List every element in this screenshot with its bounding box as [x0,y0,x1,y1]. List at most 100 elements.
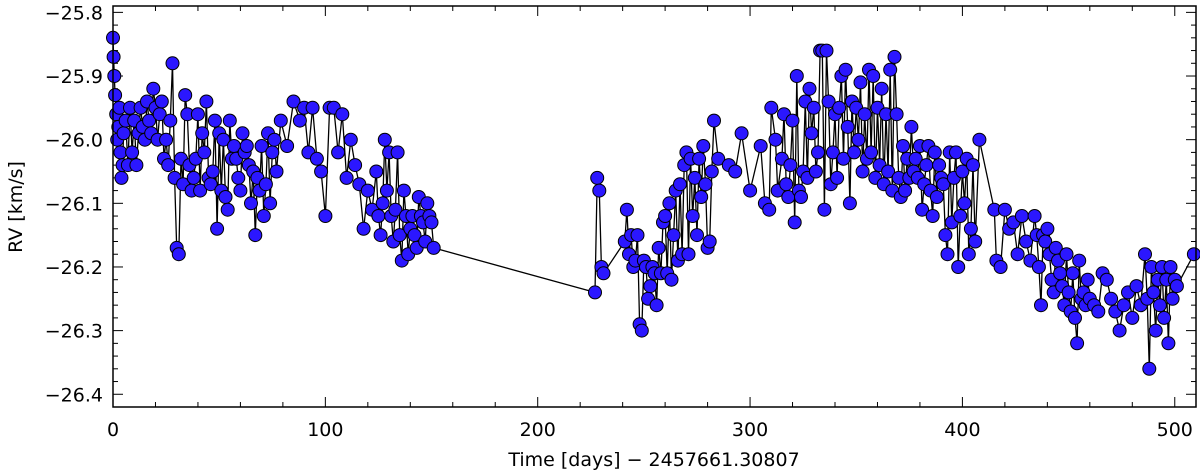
data-point [1068,310,1082,325]
data-point [936,177,951,192]
data-point [171,247,186,262]
data-point [258,177,273,192]
data-point [857,107,872,122]
y-tick-label: −25.9 [45,66,103,88]
data-point [662,196,677,211]
data-point [630,228,645,243]
data-point [832,100,847,115]
data-point [734,126,749,141]
data-point [1031,260,1046,274]
data-point [707,113,721,128]
data-point [768,132,783,147]
data-point [1169,279,1184,294]
data-point [235,126,250,141]
data-point [218,190,233,204]
data-point [129,158,144,173]
data-point [1040,221,1055,236]
plot-frame [112,5,1197,408]
data-point [949,145,963,160]
data-point [1034,298,1048,313]
data-point [265,145,280,160]
data-point [904,119,919,134]
data-point [896,139,910,153]
data-point [743,183,758,198]
data-point [339,170,354,185]
data-point [685,209,700,223]
data-point [390,145,405,160]
data-point [161,158,176,173]
data-point [197,145,212,160]
data-point [643,279,658,294]
y-axis-title: RV [km/s] [5,161,27,253]
data-point [267,132,282,147]
data-point [186,170,201,185]
data-point [698,177,713,192]
data-point [590,170,605,185]
data-point [254,139,269,153]
data-point [220,202,235,217]
data-point [269,164,284,179]
data-point [728,164,743,179]
data-point [711,151,726,166]
data-point [1161,336,1176,351]
data-point [348,158,363,173]
data-point [222,113,237,128]
data-point [199,94,214,109]
y-tick-label: −26.4 [45,384,103,406]
x-tick-label: 0 [107,419,119,441]
y-tick-label: −26.3 [45,321,103,343]
data-point [1163,260,1178,274]
data-layer [106,30,1200,376]
data-point [1019,234,1034,249]
data-point [651,240,666,255]
data-point [216,132,231,147]
data-point [116,126,131,141]
y-tick-label: −26.1 [45,193,103,215]
data-point [207,113,222,128]
data-point [420,196,435,211]
data-point [1125,310,1140,325]
data-point [1065,266,1080,281]
data-point [1099,272,1114,287]
data-point [940,247,955,262]
data-point [649,298,664,313]
data-point [951,260,966,274]
data-point [280,139,295,153]
data-point [114,170,129,185]
data-point [634,323,649,338]
data-point [968,234,983,249]
data-point [592,183,607,198]
data-point [1070,336,1085,351]
data-point [195,126,210,141]
data-point [1053,266,1068,281]
data-point [762,202,777,217]
data-point [371,209,386,223]
data-point [1112,323,1127,338]
data-point [830,170,845,185]
data-point [929,190,944,204]
data-point [664,272,679,287]
data-point [205,164,220,179]
data-point [1157,310,1172,325]
y-tick-label: −26.0 [45,130,103,152]
data-point [178,88,193,103]
data-point [193,183,208,198]
data-point [125,145,140,160]
data-point [997,202,1012,217]
data-point [239,139,254,153]
data-point [808,164,823,179]
data-point [847,145,862,160]
x-tick-label: 300 [732,419,768,441]
data-point [883,62,898,77]
data-point [1104,291,1119,306]
data-point [785,113,800,128]
data-point [687,170,702,185]
data-point [1072,253,1087,268]
data-point [1091,304,1106,319]
data-point [1142,361,1157,376]
data-point [953,209,968,223]
data-point [789,69,804,83]
data-point [855,164,870,179]
data-point [1138,247,1152,262]
